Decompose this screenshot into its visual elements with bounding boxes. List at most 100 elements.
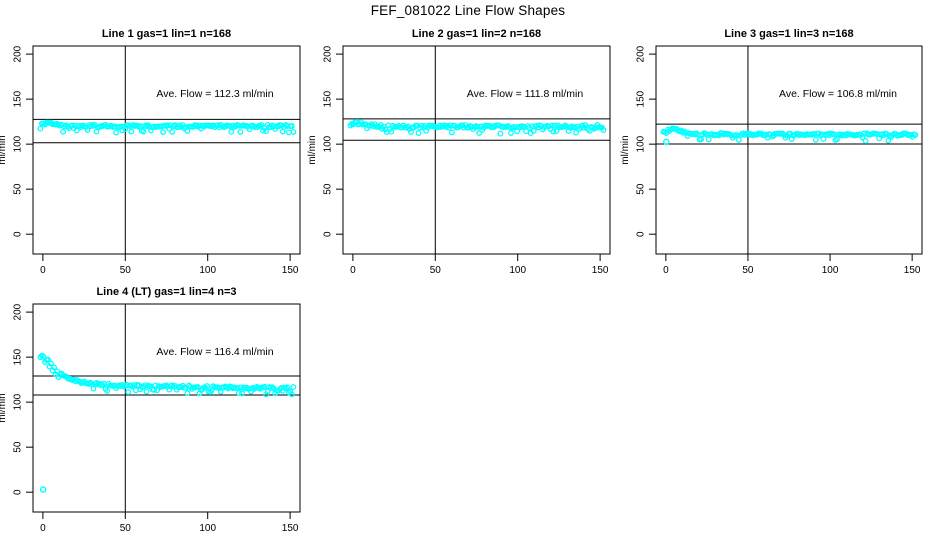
ave-flow-annotation: Ave. Flow = 116.4 ml/min [156, 346, 273, 358]
y-axis-title: ml/min [0, 393, 8, 422]
data-point [912, 131, 919, 138]
data-point [45, 356, 51, 363]
x-tick-label: 0 [663, 265, 669, 276]
y-tick-label: 150 [636, 90, 647, 107]
y-tick-label: 200 [636, 45, 647, 62]
plot-frame [342, 45, 611, 255]
data-point [169, 128, 176, 135]
data-point [577, 124, 584, 131]
plot-frame [655, 45, 923, 255]
data-point [290, 384, 297, 391]
x-tick-label: 100 [199, 523, 216, 534]
data-point [553, 128, 560, 135]
data-point [132, 387, 139, 394]
data-point [476, 130, 483, 137]
data-point [885, 137, 892, 144]
x-tick-label: 150 [904, 265, 921, 276]
y-tick-label: 150 [323, 90, 334, 107]
ave-flow-annotation: Ave. Flow = 106.8 ml/min [779, 88, 897, 100]
data-point [288, 391, 295, 398]
x-tick-label: 0 [350, 265, 356, 276]
data-point [523, 128, 530, 135]
y-tick-label: 150 [13, 90, 24, 107]
data-point [448, 129, 455, 136]
data-point [54, 368, 61, 375]
y-tick-label: 50 [13, 441, 24, 453]
data-point [497, 130, 504, 137]
panel-3: Line 3 gas=1 lin=3 n=168 0 50 100 150 200 ml/m… [620, 28, 923, 276]
y-tick-label: 50 [636, 183, 647, 195]
panel-title: Line 4 (LT) gas=1 lin=4 n=3 [96, 286, 236, 298]
y-axis-title: ml/min [620, 135, 631, 164]
data-point [113, 129, 120, 136]
plot-frame [32, 45, 301, 255]
plot-frame [32, 303, 301, 513]
x-tick-label: 100 [199, 265, 216, 276]
data-point [258, 121, 265, 128]
data-point [284, 384, 291, 391]
data-point [237, 128, 244, 135]
data-point [99, 381, 106, 388]
y-axis-title: ml/min [307, 135, 318, 164]
data-point [37, 354, 44, 361]
ave-flow-annotation: Ave. Flow = 111.8 ml/min [467, 88, 584, 100]
data-point [290, 128, 297, 135]
data-point [93, 380, 100, 386]
y-tick-label: 0 [13, 231, 24, 237]
y-tick-label: 50 [323, 183, 334, 195]
y-tick-label: 100 [13, 393, 24, 410]
data-point [228, 128, 235, 135]
data-point [550, 128, 557, 135]
data-point [263, 128, 270, 135]
data-point [125, 389, 132, 395]
y-tick-label: 50 [13, 183, 24, 195]
x-tick-label: 50 [120, 265, 132, 276]
data-point [573, 129, 580, 136]
data-point [184, 390, 191, 397]
data-point [60, 128, 67, 135]
data-point [238, 390, 245, 397]
data-point [143, 388, 150, 395]
data-point [388, 128, 395, 135]
data-point [90, 385, 97, 392]
panel-1: Line 1 gas=1 lin=1 n=168 0 50 100 150 200 ml/m… [0, 28, 301, 276]
outlier-point [39, 486, 47, 493]
y-tick-label: 100 [13, 135, 24, 152]
data-point [883, 131, 890, 138]
x-tick-label: 0 [40, 265, 46, 276]
x-tick-label: 150 [282, 265, 299, 276]
panel-title: Line 1 gas=1 lin=1 n=168 [102, 28, 231, 40]
y-tick-label: 200 [323, 45, 334, 62]
data-point [508, 130, 514, 136]
y-tick-label: 0 [13, 489, 24, 495]
data-point [287, 388, 294, 395]
x-tick-label: 0 [40, 523, 46, 534]
data-point [526, 124, 533, 131]
data-point [140, 128, 147, 135]
data-point [37, 125, 44, 132]
data-point [51, 364, 58, 371]
y-tick-label: 200 [13, 45, 24, 62]
y-tick-label: 0 [636, 231, 647, 237]
data-point [474, 123, 481, 130]
data-point [600, 127, 607, 133]
y-tick-label: 100 [636, 135, 647, 152]
outlier-point [663, 138, 670, 146]
data-point [862, 137, 869, 144]
x-tick-label: 150 [282, 523, 299, 534]
y-tick-label: 200 [13, 303, 24, 320]
data-point [415, 130, 422, 136]
main-title: FEF_081022 Line Flow Shapes [370, 3, 566, 18]
panel-title: Line 2 gas=1 lin=2 n=168 [412, 28, 541, 40]
data-point [812, 136, 819, 143]
x-tick-label: 50 [120, 523, 132, 534]
data-point [48, 360, 54, 367]
data-point [128, 128, 135, 135]
panel-2: Line 2 gas=1 lin=2 n=168 0 50 100 150 200 ml/m… [307, 28, 611, 276]
x-tick-label: 100 [509, 265, 526, 276]
data-point [204, 383, 211, 390]
data-point [235, 389, 242, 396]
y-tick-label: 150 [13, 348, 24, 365]
